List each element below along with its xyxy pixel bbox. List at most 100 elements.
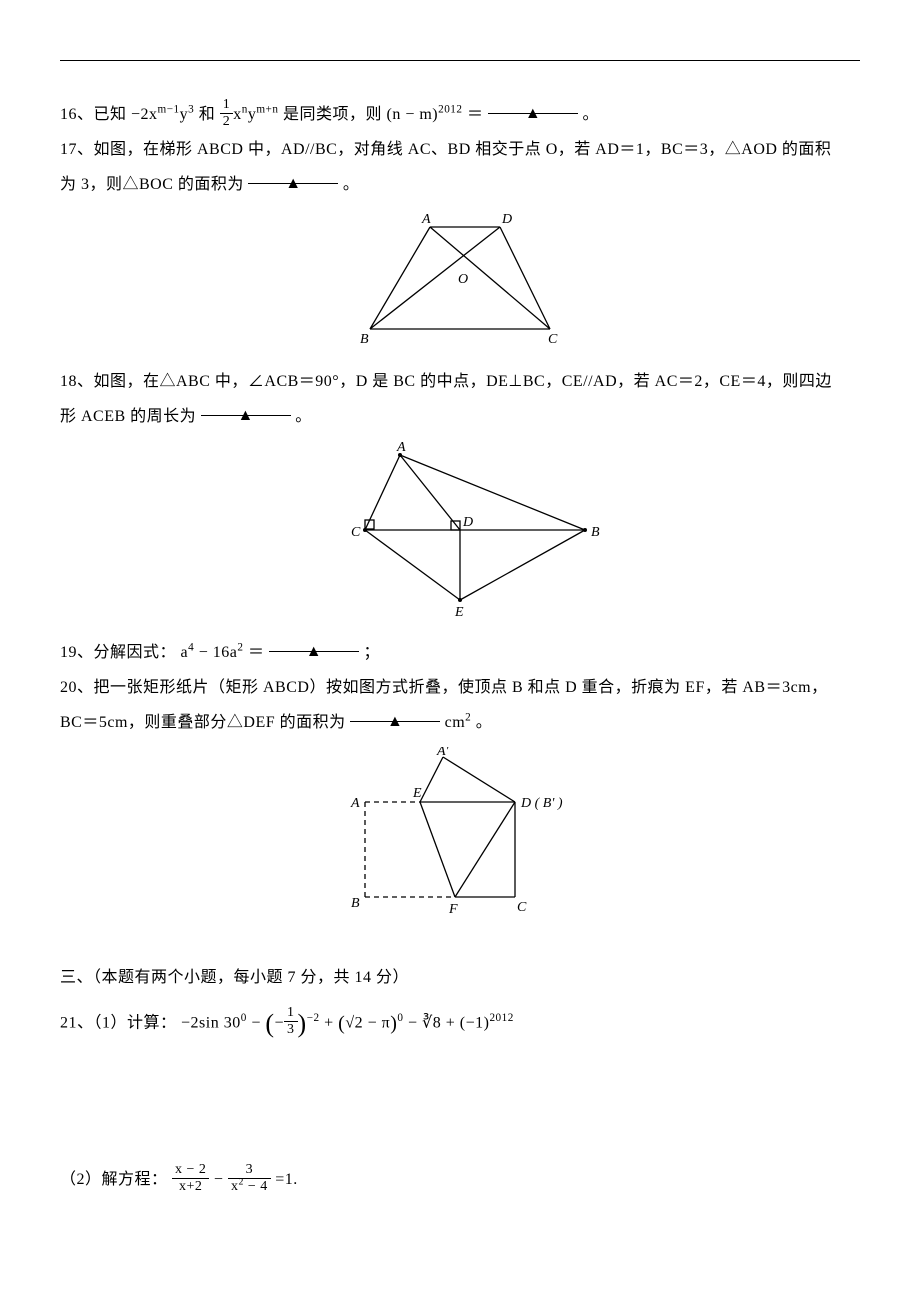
q17-l2: 为 3，则△BOC 的面积为 [60, 176, 244, 193]
q16-frac-den: 2 [220, 114, 234, 129]
blank-marker: ▲ [525, 105, 541, 122]
q18-l2-wrap: 形 ACEB 的周长为 ▲ 。 [60, 399, 860, 434]
q18-blank: ▲ [201, 399, 291, 416]
q21b-f2d: x2 − 4 [228, 1179, 271, 1194]
lbl-O: O [458, 272, 468, 287]
lbl-C: C [351, 525, 361, 540]
top-rule [60, 60, 860, 61]
q20-l1: 20、把一张矩形纸片（矩形 ABCD）按如图方式折叠，使顶点 B 和点 D 重合… [60, 670, 860, 705]
q18-svg: A C D B E [305, 440, 615, 620]
q16-exp-b2: m+n [256, 104, 278, 116]
q21-frac-n: 1 [284, 1005, 298, 1021]
q21b-f2d-tail: − 4 [244, 1179, 268, 1194]
q18-l1: 18、如图，在△ABC 中，∠ACB＝90°，D 是 BC 的中点，DE⊥BC，… [60, 364, 860, 399]
q21b-f1n: x − 2 [172, 1162, 209, 1178]
q16-paren-sup: 2012 [438, 104, 462, 116]
page-root: 16、已知 −2xm−1y3 和 1 2 xnym+n 是同类项，则 (n − … [0, 0, 920, 1237]
q21-frac: 1 3 [284, 1005, 298, 1037]
q20-sup: 2 [465, 712, 471, 724]
q19-blank: ▲ [269, 635, 359, 652]
q16-expr-a: −2x [131, 106, 158, 123]
q21-sqrt2: √2 [345, 1014, 363, 1031]
q19-eq: ＝ [248, 644, 265, 661]
q20-figure: A E D ( B' ) B F C A' [60, 747, 860, 922]
lbl-Ap: A' [436, 747, 450, 759]
q16-blank: ▲ [488, 97, 578, 114]
q16-frac: 1 2 [220, 97, 234, 129]
lbl-A: A [396, 440, 406, 455]
q19-mid: − 16a [194, 644, 237, 661]
q16-paren: (n − m) [386, 106, 438, 123]
q21b-prefix: （2）解方程： [60, 1171, 168, 1188]
q21-2sin30-sup: 0 [241, 1012, 247, 1024]
blank-marker: ▲ [387, 713, 403, 730]
q21-frac-d: 3 [284, 1022, 298, 1037]
q16-expr-b: x [233, 106, 242, 123]
q19: 19、分解因式： a4 − 16a2 ＝ ▲ ； [60, 635, 860, 670]
q21b-f1d: x+2 [172, 1179, 209, 1194]
lbl-D: D [462, 515, 473, 530]
q21-pow2012: 2012 [489, 1012, 513, 1024]
lbl-C: C [517, 900, 527, 915]
q19-prefix: 19、分解因式： [60, 644, 176, 661]
q21b-frac1: x − 2 x+2 [172, 1162, 209, 1194]
lbl-F: F [448, 902, 458, 917]
q19-s2: 2 [237, 642, 243, 654]
q21-pow-neg2: −2 [307, 1012, 320, 1024]
q21b: （2）解方程： x − 2 x+2 − 3 x2 − 4 =1. [60, 1162, 860, 1197]
q19-tail: ； [363, 644, 380, 661]
q16-mid: 和 [199, 106, 216, 123]
q21-p1: + [324, 1014, 338, 1031]
q20-l2-wrap: BC＝5cm，则重叠部分△DEF 的面积为 ▲ cm2 。 [60, 705, 860, 740]
q18-tail: 。 [295, 408, 312, 425]
q18-l2: 形 ACEB 的周长为 [60, 408, 196, 425]
lbl-B: B [351, 896, 360, 911]
q17-tail: 。 [343, 176, 360, 193]
q21-cuberoot: ∛8 [422, 1014, 441, 1031]
blank-marker: ▲ [238, 407, 254, 424]
blank-marker: ▲ [285, 175, 301, 192]
q21-neg1: (−1) [460, 1014, 490, 1031]
q21-m2: − [408, 1014, 422, 1031]
q16-exp-a: m−1 [158, 104, 180, 116]
q20-blank: ▲ [350, 705, 440, 722]
q21-pi: − π [363, 1014, 390, 1031]
q17-blank: ▲ [248, 167, 338, 184]
q20-l2a: BC＝5cm，则重叠部分△DEF 的面积为 [60, 714, 346, 731]
lbl-D: D [501, 212, 512, 227]
q21-m1: − [251, 1014, 265, 1031]
q16-exp-a2: 3 [188, 104, 194, 116]
q21b-frac2: 3 x2 − 4 [228, 1162, 271, 1194]
q21-pow0: 0 [397, 1012, 403, 1024]
paren-l-icon: ( [265, 1009, 274, 1038]
q17-figure: A D B C O [60, 209, 860, 354]
workspace-gap [60, 1052, 860, 1162]
q21-prefix: 21、（1）计算： [60, 1014, 177, 1031]
q20-tail: 。 [476, 714, 493, 731]
q16-tail: 。 [583, 106, 600, 123]
lbl-E: E [412, 786, 422, 801]
lbl-A: A [350, 796, 360, 811]
q21b-f2n: 3 [228, 1162, 271, 1178]
q17-svg: A D B C O [340, 209, 580, 349]
q16: 16、已知 −2xm−1y3 和 1 2 xnym+n 是同类项，则 (n − … [60, 97, 860, 132]
q21b-eq: =1. [275, 1171, 298, 1188]
sec3-heading: 三、（本题有两个小题，每小题 7 分，共 14 分） [60, 960, 860, 995]
q20-l2b: cm [445, 714, 466, 731]
q21-2sin30: −2sin 30 [181, 1014, 241, 1031]
blank-marker: ▲ [306, 643, 322, 660]
gap [60, 932, 860, 960]
q16-frac-num: 1 [220, 97, 234, 113]
q17-l1: 17、如图，在梯形 ABCD 中，AD//BC，对角线 AC、BD 相交于点 O… [60, 132, 860, 167]
lbl-D: D ( B' ) [520, 796, 563, 811]
lbl-B: B [360, 332, 369, 347]
q16-prefix: 16、已知 [60, 106, 127, 123]
q18-figure: A C D B E [60, 440, 860, 625]
q20-svg: A E D ( B' ) B F C A' [325, 747, 595, 917]
q16-eq: ＝ [467, 106, 484, 123]
lbl-C: C [548, 332, 558, 347]
q21b-minus: − [214, 1171, 228, 1188]
lbl-B: B [591, 525, 600, 540]
neg-sign: − [275, 1014, 285, 1031]
lbl-A: A [421, 212, 431, 227]
